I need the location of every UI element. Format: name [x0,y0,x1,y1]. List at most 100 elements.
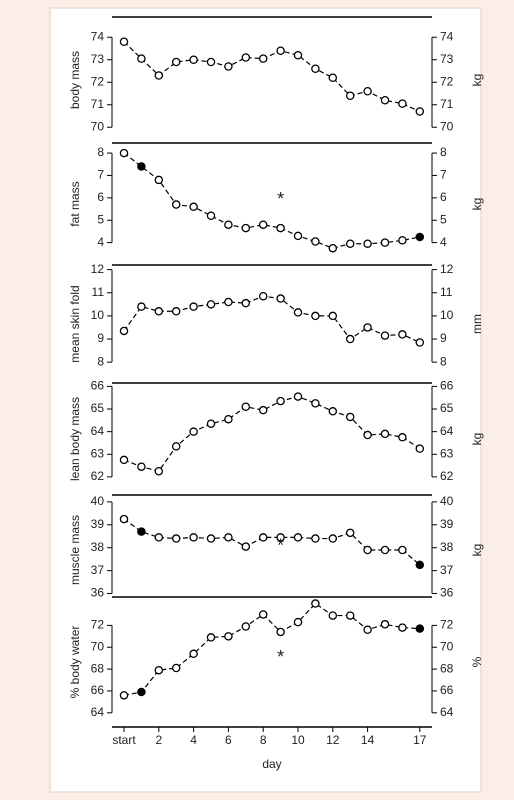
y-tick-label: 36 [91,586,105,600]
data-point [224,297,233,307]
data-point [189,427,198,436]
data-point [311,237,320,246]
y-tick-label: 65 [91,401,105,415]
data-point [137,162,146,171]
y2-tick-label: 8 [440,354,447,368]
data-point [241,53,251,62]
unit-label: kg [470,544,484,557]
data-point [380,238,390,247]
y2-tick-label: 64 [440,705,454,719]
data-point [345,528,355,538]
y-tick-label: 39 [91,517,105,531]
y-tick-label: 11 [92,285,105,299]
data-point [206,300,216,309]
data-point [258,405,268,415]
data-point [276,396,285,406]
unit-label: kg [470,198,484,211]
y-axis-label: % body water [68,626,82,699]
y-tick-label: 74 [91,29,105,43]
y2-tick-label: 39 [440,517,454,531]
y-axis-label: lean body mass [68,397,82,481]
data-point [345,91,355,101]
data-point [398,623,407,632]
data-point [415,107,425,116]
data-point [241,298,251,308]
data-point [119,37,129,47]
x-tick-label: 4 [190,733,197,747]
y2-tick-label: 70 [440,119,454,133]
data-point [415,624,425,633]
data-point [398,433,407,442]
data-point [363,545,372,555]
data-point [171,57,181,67]
data-point [224,220,233,229]
x-tick-label: 12 [326,733,340,747]
y2-tick-label: 5 [440,212,447,226]
data-point [293,51,303,60]
data-point [206,57,216,67]
data-point [276,627,285,637]
y2-tick-label: 11 [440,285,453,299]
x-tick-label: 10 [291,733,305,747]
data-point [276,46,285,56]
data-point [206,633,216,642]
data-point [363,323,372,332]
data-point [415,560,425,570]
y-tick-label: 64 [91,705,105,719]
unit-label: mm [470,314,484,334]
data-point [293,231,303,241]
y-tick-label: 62 [91,469,105,483]
y2-tick-label: 7 [440,168,447,182]
data-point [293,392,303,401]
data-point [311,311,320,321]
data-point [258,533,268,542]
y-axis-label: fat mass [68,181,82,226]
data-point [415,338,425,347]
data-point [137,302,146,311]
y2-tick-label: 74 [440,29,454,43]
data-point [154,533,164,542]
y2-tick-label: 12 [440,262,454,276]
data-point [241,542,251,551]
data-point [328,407,338,416]
y-tick-label: 4 [97,235,104,249]
y2-tick-label: 64 [440,424,454,438]
plot-background [49,7,482,793]
data-point [171,200,181,209]
data-point [380,545,390,555]
data-point [171,307,181,316]
data-point [415,232,425,242]
data-point [363,430,372,440]
data-point [154,466,164,476]
data-point [276,223,285,233]
y2-tick-label: 38 [440,540,454,554]
data-point [224,632,233,641]
data-point [380,620,390,629]
data-point [258,610,268,619]
y-axis-label: muscle mass [68,515,82,585]
data-point [276,294,285,303]
y-tick-label: 8 [97,354,104,368]
y2-tick-label: 70 [440,639,454,653]
x-tick-label: 2 [155,733,162,747]
y-tick-label: 7 [97,168,104,182]
y2-tick-label: 63 [440,446,454,460]
data-point [189,55,198,65]
data-point [137,687,146,697]
annotation: * [277,189,284,209]
data-point [398,236,407,245]
y-tick-label: 63 [91,446,105,460]
data-point [345,412,355,422]
y-tick-label: 5 [97,212,104,226]
y-tick-label: 70 [91,119,105,133]
data-point [363,87,372,96]
data-point [206,419,216,428]
y-tick-label: 9 [97,331,104,345]
y2-tick-label: 8 [440,145,447,159]
data-point [398,99,407,108]
data-point [380,331,390,340]
data-point [206,534,216,543]
data-point [345,239,355,248]
x-axis-label: day [262,757,281,771]
